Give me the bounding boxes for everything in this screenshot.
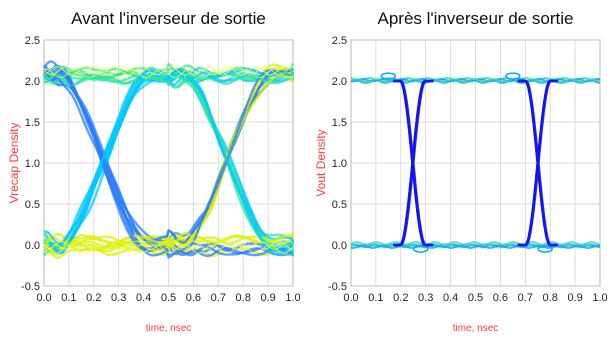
eye-rail	[350, 78, 601, 83]
x-tick-label: 1.0	[285, 292, 300, 304]
y-tick-label: 1.0	[25, 158, 40, 170]
x-tick-label: 0.6	[493, 292, 508, 304]
x-tick-label: 0.8	[236, 292, 251, 304]
x-tick-label: 0.2	[393, 292, 408, 304]
y-tick-label: 2.0	[332, 76, 347, 88]
eye-diagram-before: 0.0 0.1 0.2 0.3 0.4 0.5 0.6 0.7 0.8 0.9 1.0 -0.5 0.0…	[7, 9, 301, 334]
eye-overshoot	[537, 245, 553, 253]
eye-trace-highlight	[43, 66, 294, 76]
eye-trace-highlight	[43, 240, 294, 250]
eye-transition	[517, 79, 558, 247]
x-axis-label: time, nsec	[146, 323, 192, 334]
x-tick-label: 0.7	[211, 292, 226, 304]
x-tick-label: 0.9	[567, 292, 582, 304]
eye-rail	[350, 244, 601, 250]
eye-trace	[43, 232, 295, 249]
eye-overshoot	[380, 72, 397, 80]
x-tick-label: 0.8	[543, 292, 558, 304]
y-tick-label: -0.5	[21, 281, 40, 293]
x-tick-label: 0.5	[468, 292, 483, 304]
eye-trace	[43, 66, 295, 256]
eye-trace-highlight	[43, 66, 294, 76]
y-tick-label: -0.5	[328, 281, 347, 293]
x-tick-label: 1.0	[592, 292, 607, 304]
y-tick-label: 0.0	[332, 240, 347, 252]
x-tick-label: 0.0	[36, 292, 51, 304]
y-axis-label: Vrecap Density	[7, 123, 21, 204]
x-tick-label: 0.0	[343, 292, 358, 304]
x-tick-label: 0.1	[61, 292, 76, 304]
chart-svg-before: 0.0 0.1 0.2 0.3 0.4 0.5 0.6 0.7 0.8 0.9 1.0-0.50.0…	[7, 9, 301, 334]
eye-transition	[393, 79, 434, 247]
y-tick-label: 1.5	[25, 117, 40, 129]
x-tick-label: 0.9	[260, 292, 275, 304]
x-tick-label: 0.5	[161, 292, 176, 304]
eye-trace	[43, 69, 294, 245]
y-axis-label: Vout Density	[314, 129, 328, 196]
eye-trace	[42, 69, 294, 259]
y-tick-label: 1.5	[332, 117, 347, 129]
x-tick-label: 0.7	[518, 292, 533, 304]
y-tick-label: 2.5	[332, 35, 347, 47]
chart-title: Après l'inverseur de sortie	[378, 9, 574, 28]
x-tick-label: 0.3	[418, 292, 433, 304]
eye-diagram-after: 0.0 0.1 0.2 0.3 0.4 0.5 0.6 0.7 0.8 0.9 1.0 -0.5 0.0…	[307, 0, 614, 350]
y-tick-label: 0.5	[25, 199, 40, 211]
x-tick-label: 0.4	[136, 292, 151, 304]
y-tick-label: 1.0	[332, 158, 347, 170]
eye-overshoot	[412, 245, 429, 253]
y-tick-label: 0.5	[332, 199, 347, 211]
y-tick-label: 2.5	[25, 35, 40, 47]
chart-svg-after: 0.0 0.1 0.2 0.3 0.4 0.5 0.6 0.7 0.8 0.9 1.0-0.50.0…	[314, 9, 608, 334]
chart-title: Avant l'inverseur de sortie	[71, 9, 266, 28]
eye-trace-highlight	[43, 244, 294, 254]
x-tick-label: 0.3	[111, 292, 126, 304]
eye-traces-after	[350, 72, 601, 253]
x-tick-label: 0.6	[186, 292, 201, 304]
x-axis-label: time, nsec	[453, 323, 499, 334]
x-tick-label: 0.1	[368, 292, 383, 304]
eye-rail	[350, 241, 601, 246]
x-tick-label: 0.4	[443, 292, 458, 304]
x-tick-label: 0.2	[86, 292, 101, 304]
eye-overshoot	[505, 72, 521, 80]
eye-trace	[43, 67, 294, 251]
y-tick-label: 2.0	[25, 76, 40, 88]
eye-trace	[43, 71, 295, 89]
eye-traces-before	[42, 60, 295, 259]
eye-trace	[43, 62, 294, 257]
eye-trace-highlight	[43, 240, 294, 251]
eye-trace	[42, 60, 294, 257]
y-tick-label: 0.0	[25, 240, 40, 252]
